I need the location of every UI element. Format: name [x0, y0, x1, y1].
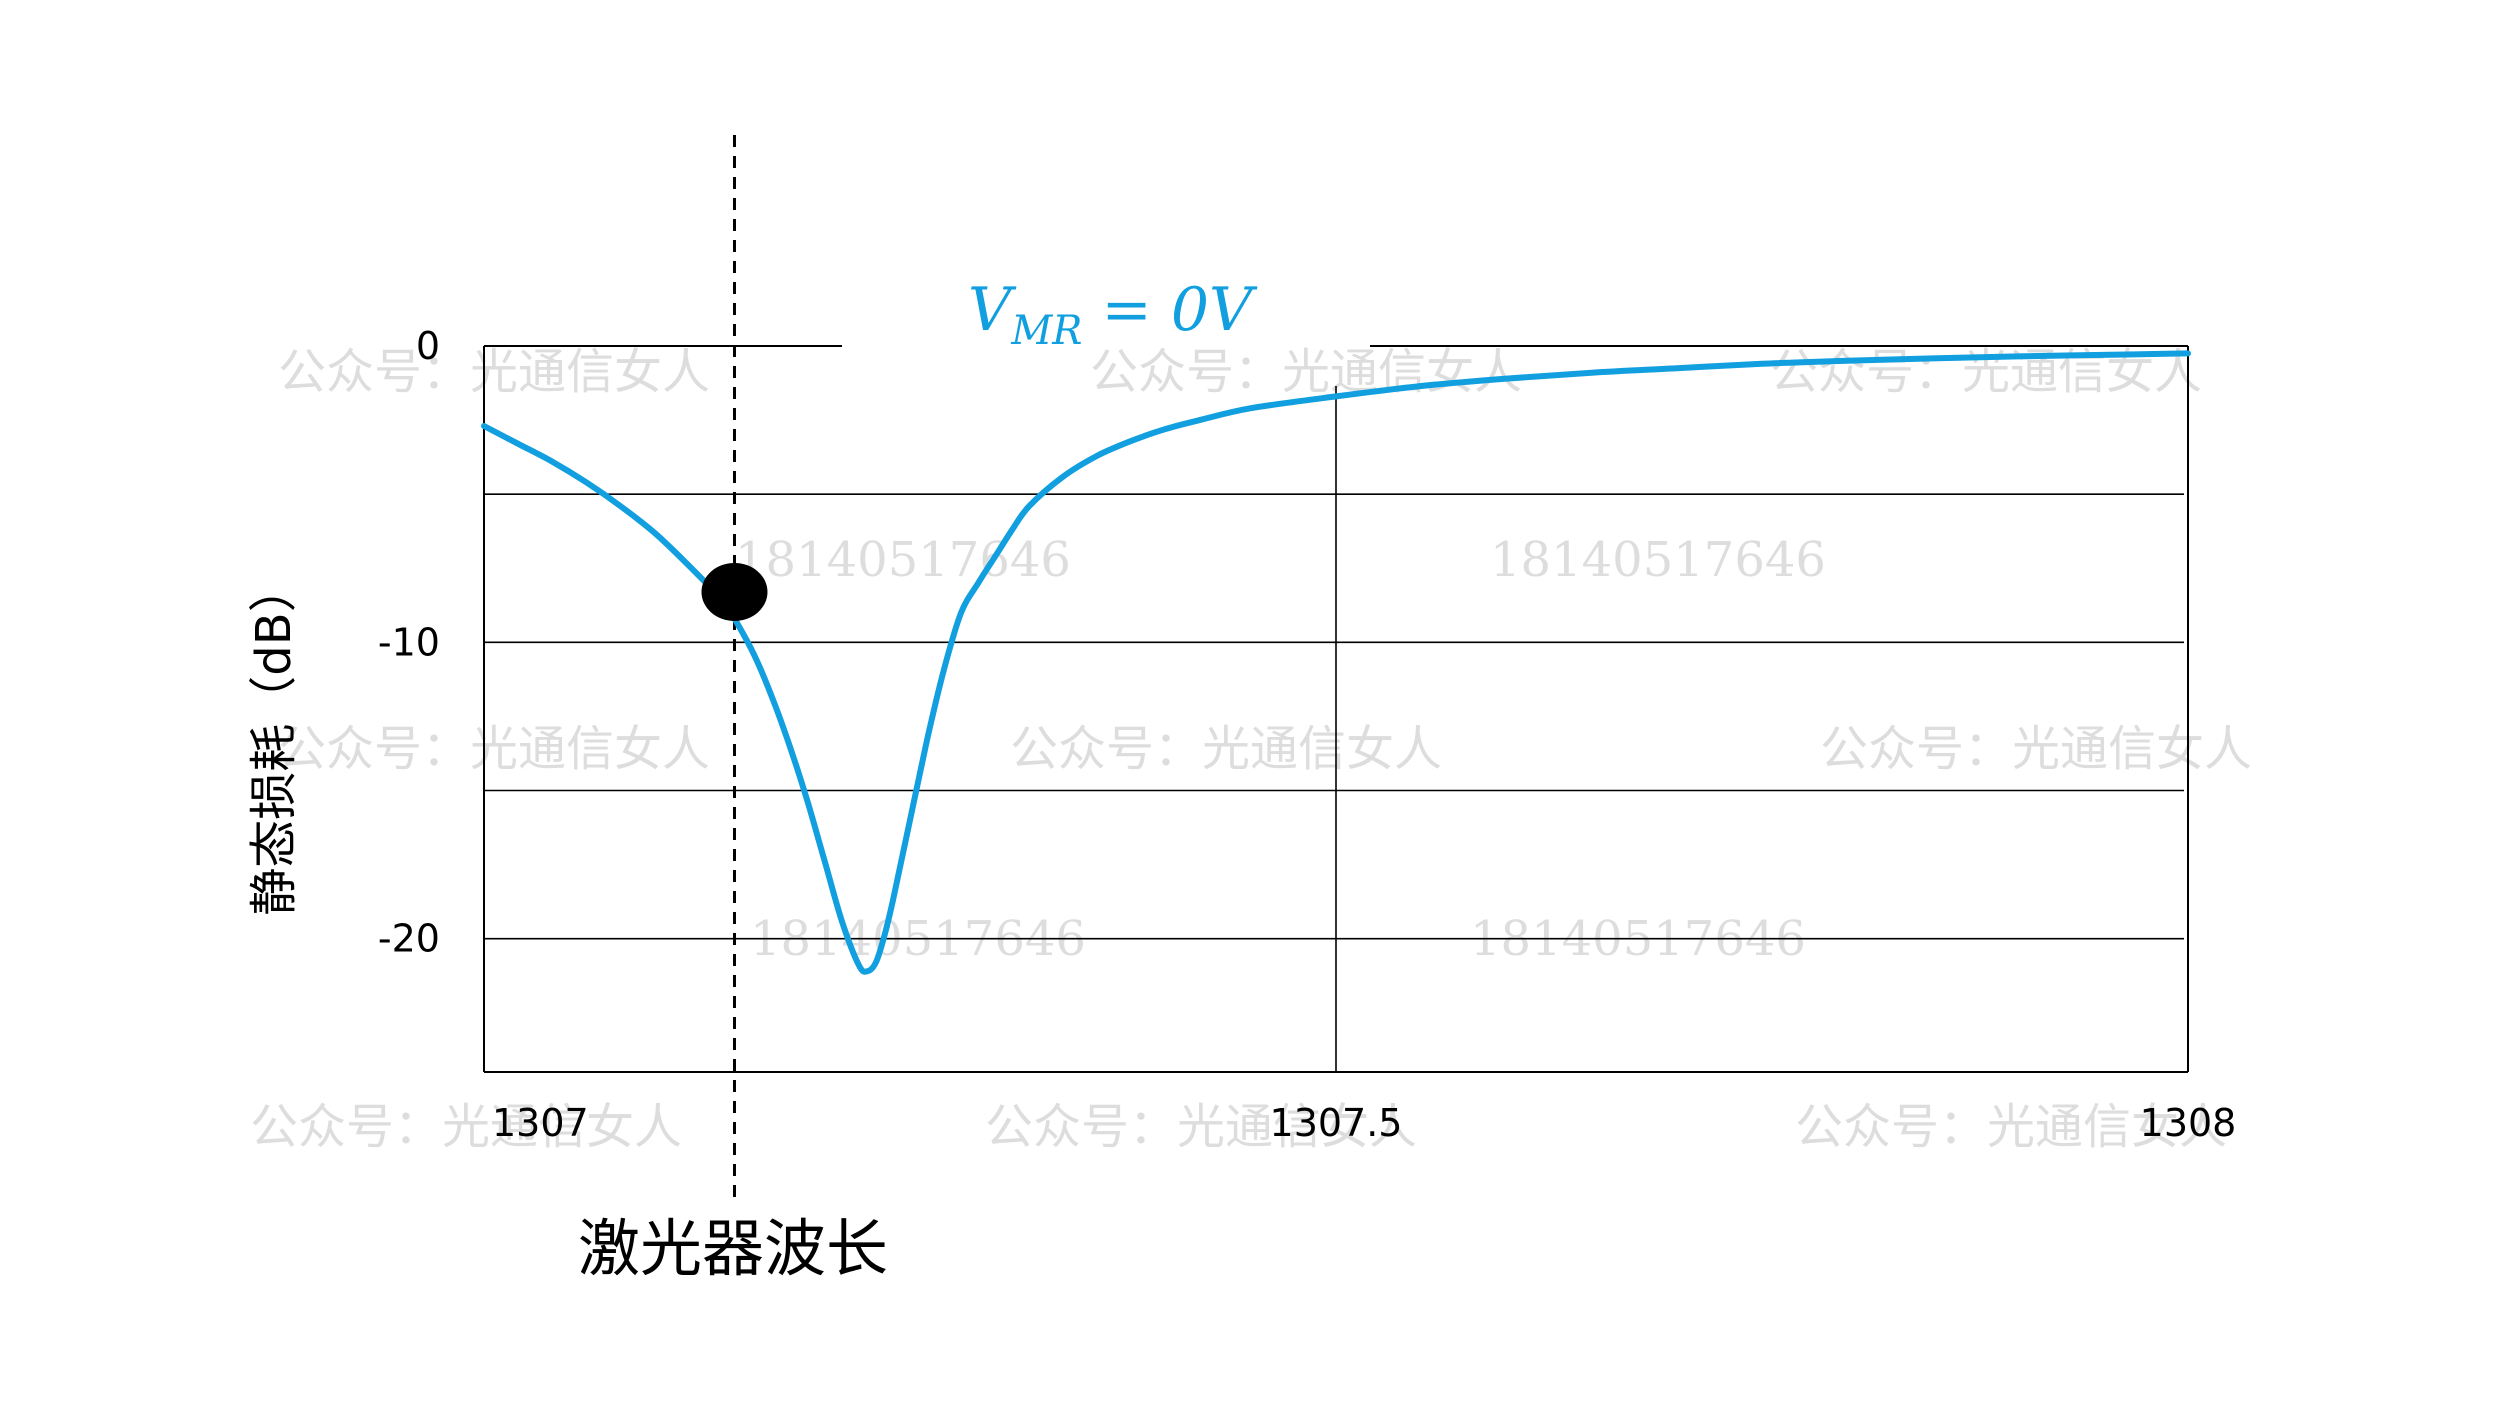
curve-label-main: V — [968, 275, 1017, 345]
y-tick-label: -20 — [378, 917, 440, 961]
curve-label: VMR = 0V — [968, 275, 1258, 354]
watermark-number: 18140517646 — [735, 532, 1071, 588]
laser-wavelength-label: 激光器波长 — [578, 1212, 888, 1285]
operating-point-marker — [701, 562, 768, 621]
x-tick-label: 1308 — [2140, 1101, 2237, 1145]
curve-label-rest: = 0V — [1082, 275, 1258, 345]
y-tick-labels: 0 -10 -20 — [378, 324, 440, 961]
watermark-text: 公众号：光通信女人 — [1090, 344, 1522, 400]
y-axis-title: 静态损耗（dB） — [246, 564, 302, 915]
plot-frame — [483, 346, 2189, 1073]
watermark-text: 公众号：光通信女人 — [1795, 1099, 2227, 1155]
x-tick-label: 1307 — [492, 1101, 589, 1145]
curve-label-subscript: MR — [1010, 308, 1082, 354]
watermark-text: 公众号：光通信女人 — [1010, 721, 1442, 777]
x-tick-labels: 1307 1307.5 1308 — [492, 1101, 2236, 1145]
series-line — [481, 350, 2191, 975]
watermark-text: 公众号：光通信女人 — [250, 1099, 682, 1155]
y-tick-label: -10 — [378, 620, 440, 664]
watermark-number: 18140517646 — [1490, 532, 1826, 588]
watermark-text: 公众号：光通信女人 — [1820, 721, 2252, 777]
series-group — [481, 350, 2191, 975]
watermark-text: 公众号：光通信女人 — [278, 344, 710, 400]
gridlines — [484, 345, 2188, 1072]
watermark-layer: 公众号：光通信女人 公众号：光通信女人 公众号：光通信女人 1814051764… — [250, 344, 2252, 1155]
watermark-text: 公众号：光通信女人 — [278, 721, 710, 777]
y-tick-label: 0 — [416, 324, 440, 368]
watermark-text: 公众号：光通信女人 — [985, 1099, 1417, 1155]
x-tick-label: 1307.5 — [1270, 1101, 1403, 1145]
